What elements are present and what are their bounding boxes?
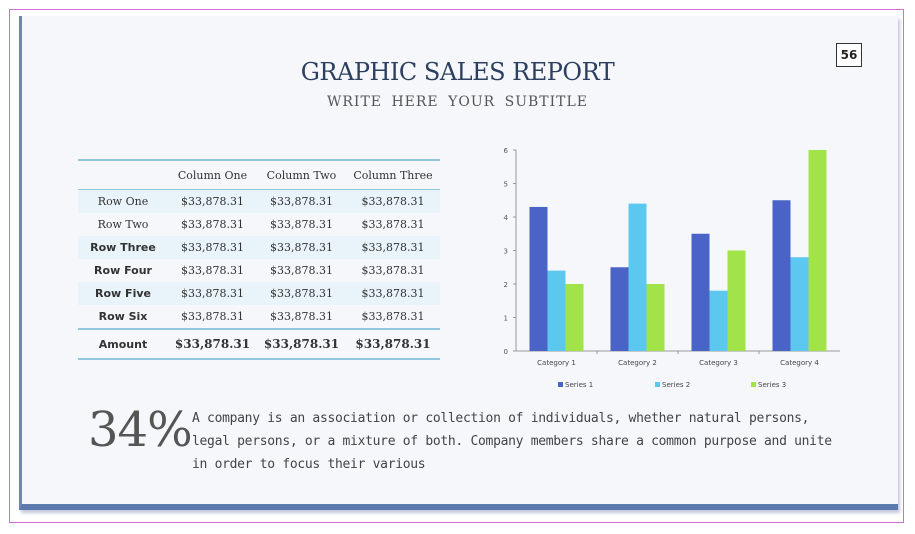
bar-chart: 0 1 2 3 4 5 6 Category 1 Category 2 Category 3 Cat… bbox=[504, 147, 840, 389]
legend-label: Series 2 bbox=[662, 381, 690, 389]
slide-number-badge: 56 bbox=[836, 43, 862, 67]
table-cell: $33,878.31 bbox=[346, 213, 440, 236]
y-tick-label: 4 bbox=[504, 214, 509, 222]
bar bbox=[772, 200, 791, 351]
table-row: Row One $33,878.31 $33,878.31 $33,878.31 bbox=[78, 189, 440, 213]
table-header-column-one: Column One bbox=[177, 168, 248, 182]
table-cell: $33,878.31 bbox=[257, 236, 346, 259]
bar bbox=[709, 290, 728, 351]
table-cell: $33,878.31 bbox=[168, 305, 257, 329]
table-footer-cell: $33,878.31 bbox=[346, 329, 440, 359]
bar bbox=[610, 267, 629, 351]
table-row-label: Row Four bbox=[78, 259, 168, 282]
table-header-row: Column One Column Two Column Three bbox=[78, 160, 440, 190]
table-footer-cell: $33,878.31 bbox=[257, 329, 346, 359]
legend-swatch bbox=[655, 382, 660, 387]
legend-label: Series 3 bbox=[758, 381, 786, 389]
y-tick-label: 5 bbox=[504, 181, 508, 189]
table-cell: $33,878.31 bbox=[168, 213, 257, 236]
x-tick-label: Category 3 bbox=[699, 359, 738, 367]
bar bbox=[628, 203, 647, 351]
table-row-label: Row Three bbox=[78, 236, 168, 259]
bar bbox=[808, 150, 827, 351]
y-tick-label: 1 bbox=[504, 315, 508, 323]
table-cell: $33,878.31 bbox=[257, 282, 346, 305]
legend-label: Series 1 bbox=[565, 381, 593, 389]
table-cell: $33,878.31 bbox=[257, 259, 346, 282]
table-header-corner bbox=[78, 160, 168, 190]
table-row-label: Row Six bbox=[78, 305, 168, 329]
bar bbox=[646, 284, 665, 351]
table-cell: $33,878.31 bbox=[257, 305, 346, 329]
legend-swatch bbox=[751, 382, 756, 387]
bar bbox=[691, 233, 710, 351]
table-cell: $33,878.31 bbox=[346, 236, 440, 259]
x-tick-label: Category 2 bbox=[618, 359, 657, 367]
y-tick-label: 2 bbox=[504, 281, 508, 289]
table-cell: $33,878.31 bbox=[168, 189, 257, 213]
table-row-label: Row One bbox=[78, 189, 168, 213]
table-cell: $33,878.31 bbox=[346, 189, 440, 213]
table-header-column-two: Column Two bbox=[266, 168, 337, 182]
table-row: Row Two $33,878.31 $33,878.31 $33,878.31 bbox=[78, 213, 440, 236]
y-tick-label: 0 bbox=[504, 348, 508, 356]
bar bbox=[529, 206, 548, 351]
bar bbox=[547, 270, 566, 351]
table-row: Row Three $33,878.31 $33,878.31 $33,878.31 bbox=[78, 236, 440, 259]
sales-table: Column One Column Two Column Three Row O… bbox=[78, 159, 440, 360]
table-row-label: Row Five bbox=[78, 282, 168, 305]
table-row: Row Four $33,878.31 $33,878.31 $33,878.31 bbox=[78, 259, 440, 282]
table-footer-label: Amount bbox=[78, 329, 168, 359]
table-cell: $33,878.31 bbox=[168, 282, 257, 305]
table-row: Row Five $33,878.31 $33,878.31 $33,878.31 bbox=[78, 282, 440, 305]
table-cell: $33,878.31 bbox=[346, 259, 440, 282]
y-tick-label: 3 bbox=[504, 248, 508, 256]
table-cell: $33,878.31 bbox=[346, 305, 440, 329]
y-tick-label: 6 bbox=[504, 147, 509, 155]
table-cell: $33,878.31 bbox=[257, 213, 346, 236]
highlight-percent: 34% bbox=[88, 402, 193, 458]
page-subtitle: WRITE HERE YOUR SUBTITLE bbox=[326, 94, 589, 110]
x-tick-label: Category 4 bbox=[780, 359, 819, 367]
page-title: GRAPHIC SALES REPORT bbox=[300, 58, 615, 86]
bar bbox=[790, 257, 809, 351]
table-cell: $33,878.31 bbox=[257, 189, 346, 213]
highlight-description: A company is an association or collectio… bbox=[192, 411, 832, 472]
table-body: Row One $33,878.31 $33,878.31 $33,878.31 Row… bbox=[78, 189, 440, 329]
table-header-column-three: Column Three bbox=[353, 168, 433, 182]
table-row: Row Six $33,878.31 $33,878.31 $33,878.31 bbox=[78, 305, 440, 329]
table-cell: $33,878.31 bbox=[168, 236, 257, 259]
table-footer-row: Amount $33,878.31 $33,878.31 $33,878.31 bbox=[78, 329, 440, 359]
table-row-label: Row Two bbox=[78, 213, 168, 236]
legend-swatch bbox=[558, 382, 563, 387]
x-tick-label: Category 1 bbox=[537, 359, 576, 367]
table-cell: $33,878.31 bbox=[168, 259, 257, 282]
table-footer-cell: $33,878.31 bbox=[168, 329, 257, 359]
table-cell: $33,878.31 bbox=[346, 282, 440, 305]
bar bbox=[565, 284, 584, 351]
bar bbox=[727, 250, 746, 351]
